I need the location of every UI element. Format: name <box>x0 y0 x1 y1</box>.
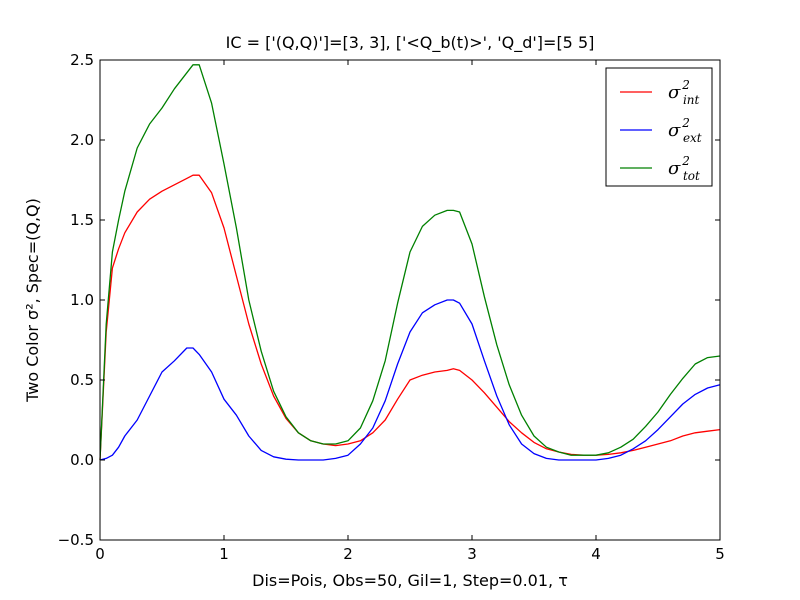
y-tick-label: 1.5 <box>70 211 94 229</box>
y-tick-label: 2.0 <box>70 131 94 149</box>
x-tick-label: 0 <box>95 545 105 563</box>
x-tick-label: 2 <box>343 545 353 563</box>
series-line-ext <box>99 299 721 461</box>
series-line-tot <box>99 64 721 461</box>
y-tick-label: 1.0 <box>70 291 94 309</box>
plot-area <box>99 64 721 461</box>
x-tick-label: 5 <box>715 545 725 563</box>
legend-box <box>605 67 713 187</box>
x-axis-label: Dis=Pois, Obs=50, Gil=1, Step=0.01, τ <box>252 571 568 590</box>
x-tick-label: 4 <box>591 545 601 563</box>
x-axis-ticks: 0 1 2 3 4 5 <box>95 60 725 563</box>
legend-label-int: σ 2 int <box>668 78 700 107</box>
legend-label-ext: σ 2 ext <box>668 116 702 145</box>
y-tick-label: −0.5 <box>58 531 94 549</box>
x-tick-label: 3 <box>467 545 477 563</box>
legend: σ 2 int σ 2 ext σ 2 tot <box>605 67 713 187</box>
x-tick-label: 1 <box>219 545 229 563</box>
y-tick-label: 2.5 <box>70 51 94 69</box>
y-tick-label: 0.5 <box>70 371 94 389</box>
y-axis-ticks: −0.5 0.0 0.5 1.0 1.5 2.0 2.5 <box>58 51 720 549</box>
chart-title: IC = ['(Q,Q)']=[3, 3], ['<Q_b(t)>', 'Q_d… <box>226 33 595 53</box>
legend-label-tot: σ 2 tot <box>668 154 700 183</box>
y-axis-label: Two Color σ², Spec=(Q,Q) <box>23 198 42 403</box>
series-line-int <box>99 174 721 461</box>
y-tick-label: 0.0 <box>70 451 94 469</box>
